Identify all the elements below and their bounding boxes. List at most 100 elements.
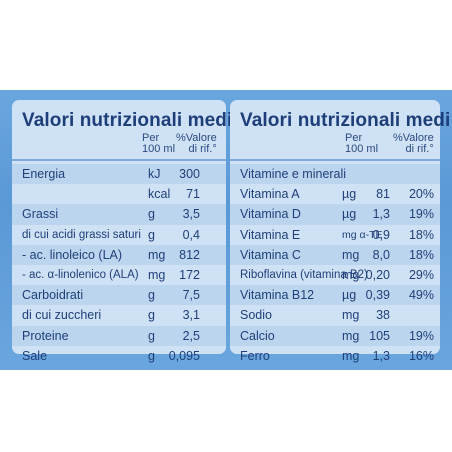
- table-row: Sodio mg 38: [230, 305, 440, 325]
- table-row: Vitamine e minerali: [230, 164, 440, 185]
- unit-cell: g: [148, 207, 155, 222]
- unit-cell: mg: [342, 308, 360, 323]
- unit-cell: mg: [342, 328, 360, 343]
- unit-cell: mg: [148, 267, 166, 282]
- header-ref-line2: di rif.°: [188, 143, 217, 155]
- nutrient-name: Vitamina E: [240, 227, 301, 242]
- unit-cell: g: [148, 328, 155, 343]
- nutrition-panel-left: Valori nutrizionali medi Per 100 ml %Val…: [12, 100, 232, 363]
- table-row: Vitamina D µg 1,3 19%: [230, 204, 440, 225]
- value-cell: 0,095: [168, 348, 200, 363]
- unit-cell: kJ: [148, 167, 161, 181]
- value-cell: 1,3: [372, 207, 390, 222]
- reference-percent-cell: 20%: [408, 187, 434, 202]
- nutrient-name: Vitamine e minerali: [240, 167, 347, 181]
- value-cell: 0,9: [372, 227, 390, 242]
- nutrient-name: Proteine: [22, 328, 69, 343]
- header-per-line2: 100 ml: [142, 143, 176, 155]
- value-cell: 8,0: [372, 247, 390, 262]
- unit-cell: g: [148, 308, 155, 323]
- nutrient-name: Ferro: [240, 348, 270, 363]
- header-per-100ml: Per 100 ml: [142, 133, 175, 155]
- unit-cell: µg: [342, 207, 357, 222]
- unit-cell: mg: [342, 348, 360, 363]
- unit-cell: g: [148, 348, 155, 363]
- value-cell: 1,3: [372, 348, 390, 363]
- nutrition-rows: Energia kJ 300 kcal 71 Grassi g 3,5 di cui acidi…: [12, 164, 226, 366]
- unit-cell: mg α-TE: [342, 228, 383, 241]
- table-row: Energia kJ 300: [12, 164, 226, 185]
- header-per-100ml: Per 100 ml: [345, 133, 378, 155]
- header-divider: [230, 159, 440, 161]
- table-row: Ferro mg 1,3 16%: [230, 346, 440, 366]
- unit-cell: kcal: [148, 187, 171, 202]
- panel-title: Valori nutrizionali medi: [240, 110, 451, 131]
- unit-cell: g: [148, 288, 155, 303]
- unit-cell: mg: [342, 247, 360, 262]
- table-row: Vitamina A µg 81 20%: [230, 184, 440, 204]
- value-cell: 38: [376, 308, 390, 323]
- table-row: Calcio mg 105 19%: [230, 325, 440, 346]
- table-row: di cui acidi grassi saturi g 0,4: [12, 225, 226, 245]
- header-per-line1: Per: [142, 132, 160, 144]
- header-ref-line1: %Valore: [393, 132, 434, 144]
- table-row: Proteine g 2,5: [12, 325, 226, 346]
- nutrient-name: Vitamina A: [240, 187, 300, 202]
- nutrient-name: Grassi: [22, 207, 59, 222]
- table-row: kcal 71: [12, 184, 226, 204]
- table-row: Carboidrati g 7,5: [12, 285, 226, 306]
- reference-percent-cell: 29%: [408, 267, 434, 282]
- nutrient-name: Vitamina D: [240, 207, 301, 222]
- value-cell: 0,4: [182, 227, 200, 242]
- value-cell: 81: [376, 187, 390, 202]
- nutrient-name: - ac. α-linolenico (ALA): [22, 268, 139, 281]
- reference-percent-cell: 49%: [408, 288, 434, 303]
- panel-title: Valori nutrizionali medi: [22, 110, 233, 131]
- reference-percent-cell: 18%: [408, 227, 434, 242]
- value-cell: 172: [179, 267, 200, 282]
- header-ref-line2: di rif.°: [405, 143, 434, 155]
- value-cell: 0,39: [365, 288, 390, 303]
- header-ref-line1: %Valore: [176, 132, 217, 144]
- unit-cell: mg: [148, 247, 166, 262]
- nutrition-panel-right: Valori nutrizionali medi Per 100 ml %Val…: [230, 100, 450, 363]
- nutrient-name: Riboflavina (vitamina B2): [240, 268, 368, 281]
- value-cell: 3,1: [182, 308, 200, 323]
- reference-percent-cell: 18%: [408, 247, 434, 262]
- value-cell: 2,5: [182, 328, 200, 343]
- table-row: Sale g 0,095: [12, 346, 226, 366]
- value-cell: 812: [179, 247, 200, 262]
- nutrient-name: Sale: [22, 348, 48, 363]
- nutrient-name: Sodio: [240, 308, 272, 323]
- table-row: - ac. linoleico (LA) mg 812: [12, 244, 226, 265]
- unit-cell: g: [148, 227, 155, 242]
- nutrient-name: - ac. linoleico (LA): [22, 247, 123, 262]
- table-row: di cui zuccheri g 3,1: [12, 305, 226, 325]
- table-row: Vitamina B12 µg 0,39 49%: [230, 285, 440, 306]
- value-cell: 105: [369, 328, 390, 343]
- value-cell: 71: [186, 187, 200, 202]
- header-divider: [12, 159, 226, 161]
- reference-percent-cell: 19%: [408, 207, 434, 222]
- header-reference-value: %Valore di rif.°: [176, 133, 217, 155]
- nutrient-name: Vitamina C: [240, 247, 301, 262]
- table-row: - ac. α-linolenico (ALA) mg 172: [12, 265, 226, 285]
- table-row: Vitamina C mg 8,0 18%: [230, 244, 440, 265]
- nutrient-name: Carboidrati: [22, 288, 84, 303]
- unit-cell: mg: [342, 267, 360, 282]
- table-row: Vitamina E mg α-TE 0,9 18%: [230, 225, 440, 245]
- header-per-line2: 100 ml: [345, 143, 379, 155]
- header-per-line1: Per: [345, 132, 363, 144]
- unit-cell: µg: [342, 187, 357, 202]
- nutrient-name: Calcio: [240, 328, 275, 343]
- nutrient-name: Energia: [22, 167, 66, 181]
- nutrient-name: di cui zuccheri: [22, 308, 102, 323]
- reference-percent-cell: 16%: [408, 348, 434, 363]
- table-row: Grassi g 3,5: [12, 204, 226, 225]
- value-cell: 300: [179, 167, 200, 181]
- value-cell: 0,20: [365, 267, 390, 282]
- nutrient-name: di cui acidi grassi saturi: [22, 228, 141, 241]
- reference-percent-cell: 19%: [408, 328, 434, 343]
- unit-cell: µg: [342, 288, 357, 303]
